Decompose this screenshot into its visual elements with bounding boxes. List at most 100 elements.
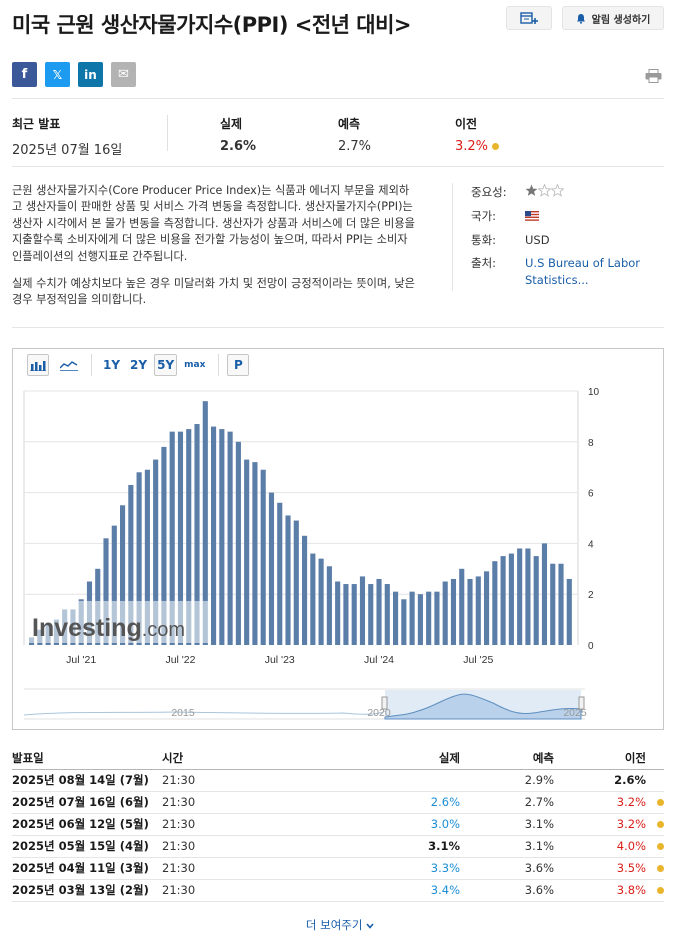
p-button[interactable]: P xyxy=(227,354,250,376)
forecast-cell: 3.6% xyxy=(460,857,554,880)
previous-cell: 4.0% xyxy=(554,835,646,858)
navigator-series xyxy=(23,710,386,716)
email-share-button[interactable]: ✉ xyxy=(111,62,136,87)
print-icon[interactable] xyxy=(645,69,662,83)
calendar-add-icon xyxy=(520,12,538,24)
time-cell: 21:30 xyxy=(162,791,372,814)
revision-dot-icon xyxy=(657,887,664,894)
show-more-link[interactable]: 더 보여주기 xyxy=(0,917,680,933)
bar xyxy=(128,484,134,645)
range-max-button[interactable]: max xyxy=(184,360,206,370)
actual-cell: 3.4% xyxy=(372,879,460,902)
time-cell: 21:30 xyxy=(162,879,372,902)
bar xyxy=(252,462,258,645)
description: 근원 생산자물가지수(Core Producer Price Index)는 식… xyxy=(12,183,417,309)
revision-cell xyxy=(646,769,664,792)
navigator-year-label: 2025 xyxy=(563,707,587,719)
bar xyxy=(426,591,432,645)
history-table: 발표일 시간 실제 예측 이전 2025년 08월 14일 (7월) 21:30 2… xyxy=(12,747,664,902)
actual-value: 2.6% xyxy=(220,139,257,154)
bar xyxy=(211,426,217,645)
previous-cell: 3.2% xyxy=(554,791,646,814)
bar xyxy=(467,578,473,645)
bar xyxy=(409,591,415,645)
navigator-year-label: 2020 xyxy=(367,707,391,719)
add-to-calendar-button[interactable] xyxy=(506,6,552,30)
country-label: 국가: xyxy=(471,208,497,223)
bar xyxy=(194,424,200,645)
previous-cell: 3.5% xyxy=(554,857,646,880)
table-body: 2025년 08월 14일 (7월) 21:30 2.9% 2.6% 2025년 07월… xyxy=(12,769,664,902)
create-alert-button[interactable]: 알림 생성하기 xyxy=(562,6,664,30)
toolbar-separator xyxy=(218,354,220,376)
bar xyxy=(351,584,357,645)
divider xyxy=(452,183,453,291)
star-empty-icon xyxy=(537,182,552,197)
range-2y-button[interactable]: 2Y xyxy=(130,358,148,372)
forecast-cell: 2.9% xyxy=(460,769,554,792)
latest-release: 최근 발표 2025년 07월 16일 xyxy=(12,115,122,158)
actual-cell: 3.1% xyxy=(372,835,460,858)
bar xyxy=(177,431,184,645)
divider xyxy=(12,166,664,167)
y-tick-label: 4 xyxy=(588,539,594,550)
revision-cell xyxy=(646,791,664,814)
bar xyxy=(260,469,266,645)
time-cell: 21:30 xyxy=(162,857,372,880)
divider xyxy=(167,115,168,151)
x-tick-label: Jul '23 xyxy=(265,654,295,666)
x-share-button[interactable]: 𝕏 xyxy=(45,62,70,87)
bar xyxy=(235,441,241,645)
bar xyxy=(541,543,548,645)
date-cell: 2025년 04월 11일 (3월) xyxy=(12,857,162,880)
watermark-bg xyxy=(28,601,210,643)
revision-dot-icon xyxy=(492,143,500,150)
line-chart-button[interactable] xyxy=(57,354,81,376)
toolbar-separator xyxy=(91,354,92,376)
time-cell: 21:30 xyxy=(162,835,372,858)
bar xyxy=(550,563,556,645)
bar xyxy=(417,594,423,645)
table-row: 2025년 04월 11일 (3월) 21:30 3.3% 3.6% 3.5% xyxy=(12,857,664,880)
us-flag-icon xyxy=(525,210,539,221)
actual-cell xyxy=(372,769,460,792)
date-cell: 2025년 07월 16일 (6월) xyxy=(12,791,162,814)
bar xyxy=(244,459,250,645)
table-row: 2025년 03월 13일 (2월) 21:30 3.4% 3.6% 3.8% xyxy=(12,879,664,902)
facebook-share-button[interactable]: f xyxy=(12,62,37,87)
forecast-cell: 3.1% xyxy=(460,835,554,858)
forecast-label: 예측 xyxy=(338,117,361,131)
x-tick-label: Jul '25 xyxy=(463,654,493,666)
range-5y-button[interactable]: 5Y xyxy=(154,354,178,376)
show-more-label: 더 보여주기 xyxy=(305,918,363,932)
bar xyxy=(376,578,382,645)
bar xyxy=(103,538,109,645)
table-header-row: 발표일 시간 실제 예측 이전 xyxy=(12,747,664,770)
bar xyxy=(335,581,341,645)
bar-chart-button[interactable] xyxy=(27,354,49,376)
range-1y-button[interactable]: 1Y xyxy=(103,358,121,372)
bar xyxy=(285,515,291,645)
bar xyxy=(293,520,299,645)
importance-stars xyxy=(525,182,565,200)
bar xyxy=(401,599,407,645)
x-tick-label: Jul '21 xyxy=(66,654,96,666)
table-row: 2025년 07월 16일 (6월) 21:30 2.6% 2.7% 3.2% xyxy=(12,791,664,814)
navigator-handle-right xyxy=(578,696,585,710)
bar xyxy=(120,505,126,645)
bar xyxy=(219,429,225,645)
source-link[interactable]: U.S Bureau of Labor Statistics... xyxy=(525,256,641,287)
divider xyxy=(12,327,664,328)
revision-cell xyxy=(646,857,664,880)
bar xyxy=(161,446,167,645)
actual-cell: 3.0% xyxy=(372,813,460,836)
date-cell: 2025년 08월 14일 (7월) xyxy=(12,769,162,792)
linkedin-share-button[interactable]: in xyxy=(78,62,103,87)
navigator-handle-left xyxy=(381,696,388,710)
bar xyxy=(517,548,523,645)
chart-container: 0 2 4 6 8 10 Investing.com Jul '21 Jul '22 Jul '2… xyxy=(12,348,664,730)
bar xyxy=(227,431,233,645)
bar xyxy=(566,578,572,645)
table-row: 2025년 05월 15일 (4월) 21:30 3.1% 3.1% 4.0% xyxy=(12,835,664,858)
description-paragraph: 근원 생산자물가지수(Core Producer Price Index)는 식… xyxy=(12,184,415,263)
